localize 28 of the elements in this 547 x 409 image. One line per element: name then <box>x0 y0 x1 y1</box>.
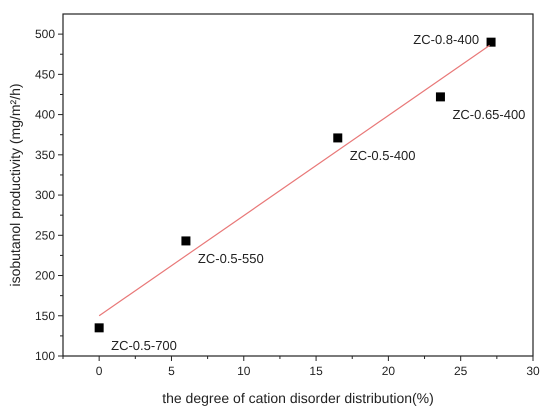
x-tick-label: 5 <box>168 364 176 378</box>
point <box>181 236 190 246</box>
y-axis-title: isobutanol productivity (mg/m²/h) <box>7 83 23 287</box>
point <box>486 38 496 47</box>
x-tick-label: 25 <box>454 364 468 378</box>
point <box>436 92 445 102</box>
y-tick-label: 200 <box>34 268 56 283</box>
y-tick-label: 500 <box>34 27 56 42</box>
y-tick-label: 350 <box>34 148 56 162</box>
annotation: ZC-0.5-700 <box>111 338 177 353</box>
y-tick-label: 400 <box>34 108 56 122</box>
annotation: ZC-0.5-550 <box>198 250 264 266</box>
annotation: ZC-0.8-400 <box>413 32 480 48</box>
x-tick-label: 10 <box>237 364 251 378</box>
x-axis-title: the degree of cation disorder distribution(%) <box>162 390 434 406</box>
x-tick-label: 0 <box>96 364 103 378</box>
x-tick-label: 20 <box>382 364 396 378</box>
y-tick-label: 450 <box>34 67 56 82</box>
y-tick-label: 300 <box>34 188 56 202</box>
y-tick-label: 250 <box>34 228 56 242</box>
y-tick-label: 150 <box>34 308 56 323</box>
annotation: ZC-0.65-400 <box>452 106 526 122</box>
point <box>333 133 342 142</box>
y-tick-label: 100 <box>34 349 56 363</box>
x-tick-label: 30 <box>526 364 540 378</box>
point <box>94 323 104 332</box>
x-tick-label: 15 <box>309 364 324 378</box>
annotation: ZC-0.5-400 <box>350 148 416 163</box>
